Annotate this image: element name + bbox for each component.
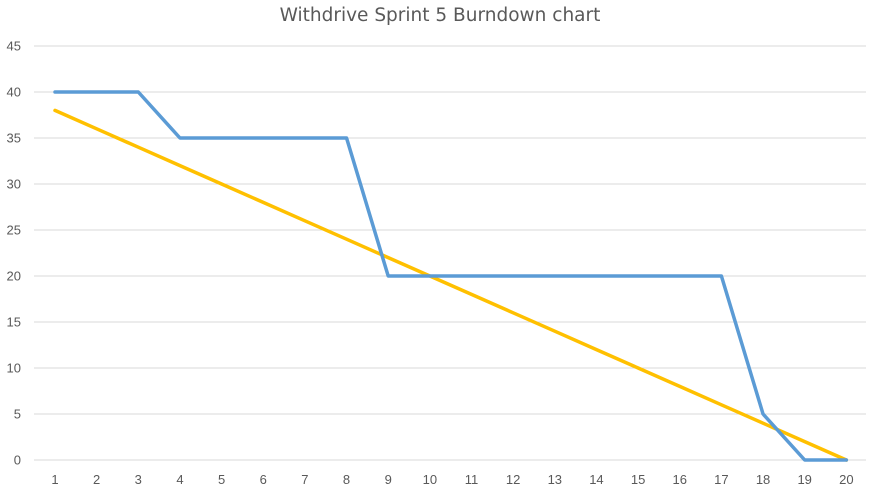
x-tick-label: 12 bbox=[506, 472, 520, 487]
x-tick-label: 7 bbox=[301, 472, 308, 487]
x-tick-label: 18 bbox=[756, 472, 770, 487]
x-tick-label: 3 bbox=[135, 472, 142, 487]
y-tick-label: 30 bbox=[7, 177, 21, 192]
y-tick-label: 10 bbox=[7, 361, 21, 376]
y-tick-label: 0 bbox=[14, 453, 21, 468]
series-line-1 bbox=[53, 90, 849, 462]
x-tick-label: 1 bbox=[51, 472, 58, 487]
x-tick-label: 20 bbox=[839, 472, 853, 487]
x-tick-label: 17 bbox=[714, 472, 728, 487]
y-tick-label: 45 bbox=[7, 39, 21, 54]
y-tick-label: 20 bbox=[7, 269, 21, 284]
x-tick-label: 9 bbox=[385, 472, 392, 487]
x-tick-label: 15 bbox=[631, 472, 645, 487]
y-tick-label: 40 bbox=[7, 85, 21, 100]
x-tick-label: 10 bbox=[423, 472, 437, 487]
x-tick-label: 2 bbox=[93, 472, 100, 487]
y-tick-label: 25 bbox=[7, 223, 21, 238]
chart-title: Withdrive Sprint 5 Burndown chart bbox=[280, 5, 601, 26]
x-tick-label: 11 bbox=[465, 472, 479, 487]
x-tick-label: 5 bbox=[218, 472, 225, 487]
y-tick-label: 5 bbox=[14, 407, 21, 422]
x-tick-label: 4 bbox=[176, 472, 183, 487]
x-tick-label: 19 bbox=[797, 472, 811, 487]
x-tick-label: 8 bbox=[343, 472, 350, 487]
x-tick-label: 13 bbox=[548, 472, 562, 487]
gridlines bbox=[34, 45, 866, 461]
series-lines bbox=[53, 90, 849, 462]
series-line-2 bbox=[53, 108, 849, 462]
y-tick-label: 15 bbox=[7, 315, 21, 330]
x-tick-label: 14 bbox=[589, 472, 603, 487]
x-tick-label: 6 bbox=[260, 472, 267, 487]
x-tick-label: 16 bbox=[673, 472, 687, 487]
x-axis-tick-labels: 1 2 3 4 5 6 7 8 9 10 11 12 13 14 15 16 17 18 19 20 bbox=[51, 472, 853, 487]
y-axis-tick-labels: 0 5 10 15 20 25 30 35 40 45 bbox=[7, 39, 21, 468]
y-tick-label: 35 bbox=[7, 131, 21, 146]
